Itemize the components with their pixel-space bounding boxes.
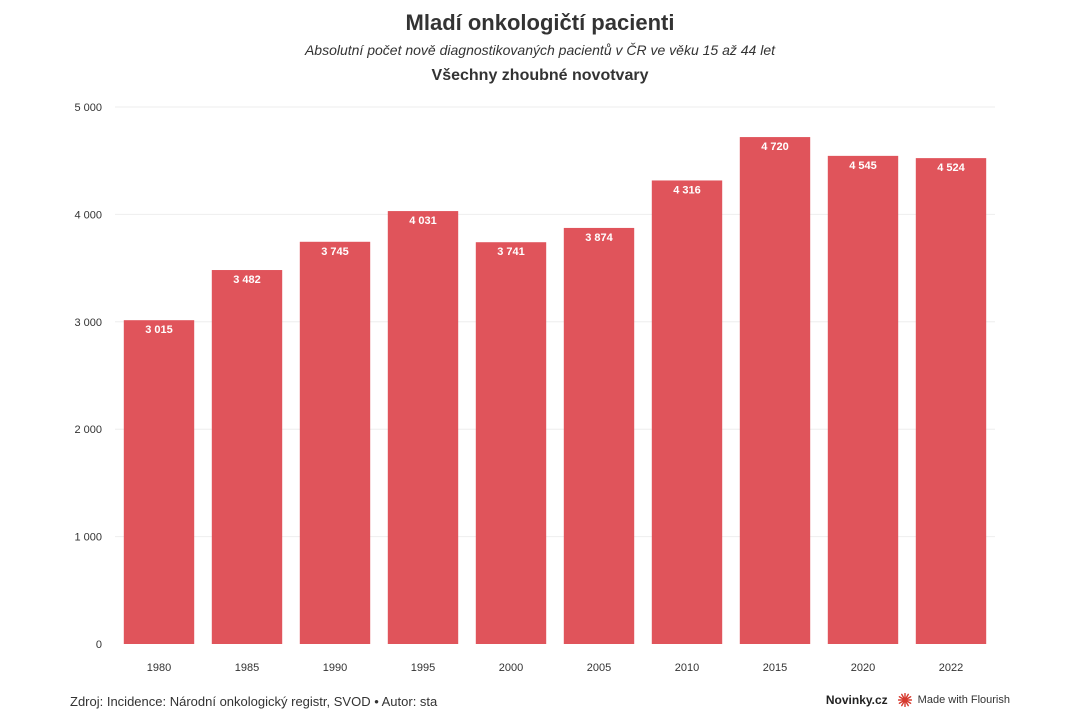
x-tick-label: 1990	[323, 662, 347, 674]
flourish-icon	[897, 693, 912, 707]
y-tick-label: 3 000	[74, 317, 102, 329]
page-title: Mladí onkologičtí pacienti	[405, 10, 675, 35]
chart-title: Všechny zhoubné novotvary	[431, 67, 649, 84]
bar	[739, 137, 811, 644]
bar-chart: 0 1 000 2 000 3 000 4 000 5 000 3 015 3 482 3 7…	[74, 102, 995, 674]
x-tick-label: 2015	[763, 662, 787, 674]
x-tick-label: 2010	[675, 662, 699, 674]
made-with-flourish-link[interactable]: Made with Flourish	[917, 694, 1010, 706]
x-tick-label: 2000	[499, 662, 523, 674]
x-tick-label: 1985	[235, 662, 259, 674]
data-label: 4 524	[937, 162, 965, 174]
footer-branding: Novinky.cz Made with Flourish	[826, 693, 1010, 707]
y-tick-label: 1 000	[74, 532, 102, 544]
bar	[563, 227, 635, 644]
data-label: 3 015	[145, 324, 173, 336]
bar	[387, 211, 459, 644]
flourish-core	[902, 697, 908, 703]
data-label: 4 316	[673, 184, 701, 196]
bar	[211, 270, 283, 644]
x-tick-label: 1995	[411, 662, 435, 674]
y-axis-ticks: 0 1 000 2 000 3 000 4 000 5 000	[74, 102, 102, 651]
bar	[651, 180, 723, 644]
data-label: 4 720	[761, 141, 789, 153]
y-tick-label: 5 000	[74, 102, 102, 114]
y-tick-label: 2 000	[74, 424, 102, 436]
data-label: 3 482	[233, 274, 261, 286]
data-label: 4 031	[409, 215, 437, 227]
data-label: 4 545	[849, 160, 877, 172]
novinky-logo[interactable]: Novinky.cz	[825, 693, 888, 707]
x-tick-label: 2020	[851, 662, 875, 674]
x-axis-ticks: 1980 1985 1990 1995 2000 2005 2010 2015 2020 2022	[147, 662, 963, 674]
source-note: Zdroj: Incidence: Národní onkologický re…	[70, 694, 438, 709]
bar	[299, 241, 371, 645]
bar	[123, 320, 195, 644]
bars	[123, 137, 987, 645]
data-label: 3 741	[497, 246, 525, 258]
bar	[915, 158, 987, 644]
value-labels: 3 015 3 482 3 745 4 031 3 741 3 874 4 316 4 720…	[145, 141, 965, 336]
x-tick-label: 2022	[939, 662, 963, 674]
data-label: 3 745	[321, 246, 349, 258]
y-tick-label: 4 000	[74, 209, 102, 221]
data-label: 3 874	[585, 232, 613, 244]
bar	[475, 242, 547, 644]
x-tick-label: 1980	[147, 662, 171, 674]
bar	[827, 155, 899, 644]
page-subtitle: Absolutní počet nově diagnostikovaných p…	[304, 42, 776, 58]
y-tick-label: 0	[96, 639, 102, 651]
x-tick-label: 2005	[587, 662, 611, 674]
